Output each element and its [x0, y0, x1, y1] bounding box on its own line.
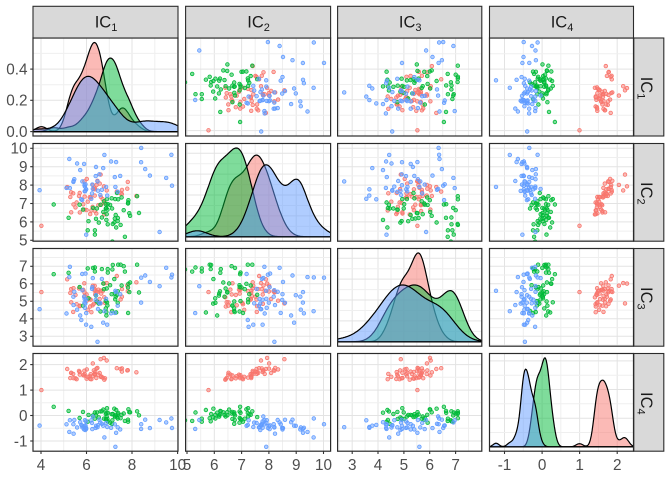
svg-text:9: 9 — [292, 457, 301, 474]
svg-text:5: 5 — [19, 233, 28, 250]
svg-text:0: 0 — [19, 408, 28, 425]
svg-text:7: 7 — [451, 457, 460, 474]
svg-text:0.4: 0.4 — [6, 62, 28, 79]
svg-text:5: 5 — [19, 294, 28, 311]
svg-text:-1: -1 — [14, 433, 28, 450]
svg-text:3: 3 — [348, 457, 357, 474]
svg-text:10: 10 — [169, 457, 186, 474]
svg-text:1: 1 — [575, 457, 584, 474]
svg-text:2: 2 — [613, 457, 622, 474]
svg-text:6: 6 — [19, 214, 28, 231]
svg-text:5: 5 — [400, 457, 409, 474]
svg-text:8: 8 — [128, 457, 137, 474]
svg-text:7: 7 — [237, 457, 246, 474]
svg-text:7: 7 — [19, 196, 28, 213]
svg-text:6: 6 — [210, 457, 219, 474]
svg-text:10: 10 — [10, 141, 27, 158]
svg-text:1: 1 — [19, 383, 28, 400]
svg-text:8: 8 — [265, 457, 274, 474]
svg-text:8: 8 — [19, 178, 28, 195]
svg-text:4: 4 — [374, 457, 383, 474]
svg-text:3: 3 — [19, 329, 28, 346]
svg-text:6: 6 — [82, 457, 91, 474]
svg-text:10: 10 — [315, 457, 332, 474]
svg-text:0.0: 0.0 — [6, 124, 27, 141]
svg-text:6: 6 — [425, 457, 434, 474]
svg-text:0: 0 — [538, 457, 547, 474]
svg-text:5: 5 — [183, 457, 192, 474]
svg-text:0.2: 0.2 — [6, 93, 27, 110]
svg-text:9: 9 — [19, 159, 28, 176]
svg-text:4: 4 — [37, 457, 46, 474]
svg-text:4: 4 — [19, 311, 28, 328]
svg-text:6: 6 — [19, 276, 28, 293]
svg-text:7: 7 — [19, 259, 28, 276]
svg-text:2: 2 — [19, 357, 28, 374]
svg-text:-1: -1 — [498, 457, 512, 474]
